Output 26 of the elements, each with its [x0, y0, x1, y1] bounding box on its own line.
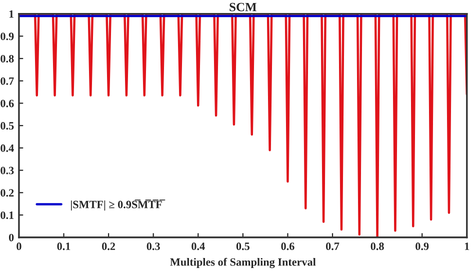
y-tick-label: 0.2 — [0, 189, 14, 197]
y-tick-label: 0.3 — [0, 166, 14, 174]
y-tick-label: 0.8 — [0, 54, 14, 63]
x-tick-label: 0.9 — [416, 242, 429, 250]
x-tick-label: 0.8 — [370, 242, 384, 250]
x-tick-label: 0.6 — [281, 242, 294, 250]
y-tick-label: 0.7 — [0, 77, 14, 85]
x-tick-label: 0.4 — [192, 242, 205, 250]
y-tick-label: 0 — [8, 234, 14, 242]
x-tick-label: 0.5 — [236, 242, 250, 250]
y-tick-label: 1 — [9, 10, 14, 18]
x-tick-label: 0.2 — [102, 242, 116, 250]
y-tick-label: 0.9 — [0, 32, 14, 40]
legend-label: |SMTF| ≥ 0.9S̅M̅T̅F̅ — [71, 200, 166, 211]
x-tick-label: 0.7 — [326, 242, 340, 250]
x-tick-label: 0.1 — [57, 242, 70, 250]
x-axis-title: Multiples of Sampling Interval — [170, 258, 316, 268]
y-tick-label: 0.5 — [0, 122, 14, 130]
chart-title: SCM — [230, 2, 256, 12]
x-tick-label: 0.3 — [146, 242, 160, 250]
y-tick-label: 0.4 — [0, 144, 14, 152]
y-tick-label: 0.6 — [0, 100, 14, 108]
x-tick-label: 0 — [16, 242, 22, 250]
x-tick-label: 1 — [465, 242, 470, 250]
y-tick-label: 0.1 — [0, 211, 14, 220]
line-series — [18, 14, 467, 238]
